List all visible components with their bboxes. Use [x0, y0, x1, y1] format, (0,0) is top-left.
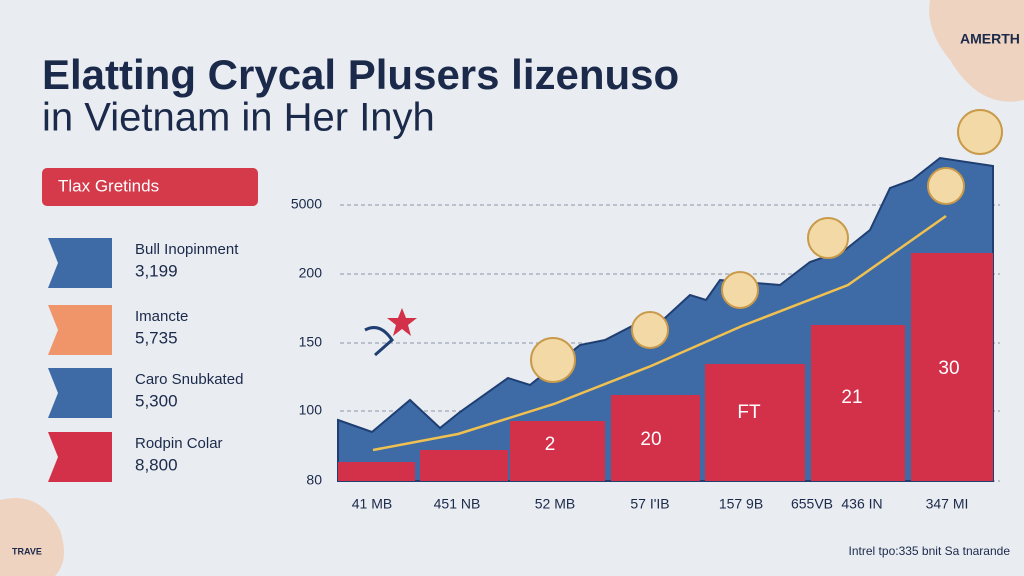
coin — [530, 337, 576, 383]
legend-swatch — [48, 432, 112, 482]
bar-label: 30 — [938, 358, 959, 379]
y-tick-label: 100 — [299, 402, 323, 418]
legend-value: 5,735 — [135, 328, 178, 347]
y-tick-label: 80 — [306, 472, 322, 488]
x-tick-label: 57 I'IB — [630, 496, 669, 512]
bar — [705, 364, 805, 481]
legend-value: 8,800 — [135, 455, 178, 474]
bar — [420, 450, 508, 481]
coin — [957, 109, 1003, 155]
x-tick-label: 157 9B — [719, 496, 763, 512]
legend: Bull Inopinment 3,199 Imancte 5,735 Caro Snu… — [48, 238, 243, 482]
badge — [42, 168, 258, 206]
bar — [811, 325, 905, 481]
bar — [510, 421, 605, 481]
x-tick-label: 347 MI — [926, 496, 969, 512]
corner-blob — [0, 498, 64, 576]
x-tick-label: 655VB — [791, 496, 833, 512]
x-tick-label: 451 NB — [434, 496, 481, 512]
coin — [631, 311, 669, 349]
bar-label: 21 — [841, 387, 862, 408]
star-icon — [387, 308, 417, 336]
corner-blob — [929, 0, 1024, 102]
coin — [807, 217, 849, 259]
x-tick-label: 41 MB — [352, 496, 392, 512]
legend-value: 3,199 — [135, 261, 178, 280]
coin — [721, 271, 759, 309]
coin — [927, 167, 965, 205]
bar-label: FT — [737, 402, 761, 423]
bar-label: 2 — [545, 434, 556, 455]
legend-swatch — [48, 368, 112, 418]
y-tick-label: 200 — [299, 265, 323, 281]
x-tick-label: 436 IN — [841, 496, 882, 512]
footer: Intrel tpo:335 bnit Sa tnarande — [849, 544, 1011, 558]
logo: AMERTH — [960, 31, 1020, 47]
y-tick-label: 150 — [299, 334, 323, 350]
bar-label: 20 — [640, 429, 661, 450]
legend-swatch — [48, 238, 112, 288]
title: Elatting Crycal Plusers lizenuso — [42, 51, 679, 98]
legend-value: 5,300 — [135, 391, 178, 410]
bar — [911, 253, 993, 481]
bar — [338, 462, 415, 481]
legend-label: Bull Inopinment — [135, 241, 239, 258]
trend-line — [372, 214, 947, 452]
legend-label: Caro Snubkated — [135, 371, 243, 388]
legend-label: Imancte — [135, 308, 188, 325]
badge-text: Tlax Gretinds — [58, 176, 159, 195]
legend-swatch — [48, 305, 112, 355]
icon — [364, 326, 394, 357]
x-tick-label: 52 MB — [535, 496, 575, 512]
title: in Vietnam in Her Inyh — [42, 96, 435, 140]
y-tick-label: 5000 — [291, 196, 322, 212]
axis: 5000 200 150 100 80 41 MB 451 NB 52 MB 57 I'IB 15… — [291, 196, 969, 512]
bar — [611, 395, 700, 481]
corner-logo: TRAVE — [12, 546, 42, 556]
legend-label: Rodpin Colar — [135, 435, 223, 452]
bars — [338, 253, 993, 481]
coins — [530, 109, 1003, 383]
